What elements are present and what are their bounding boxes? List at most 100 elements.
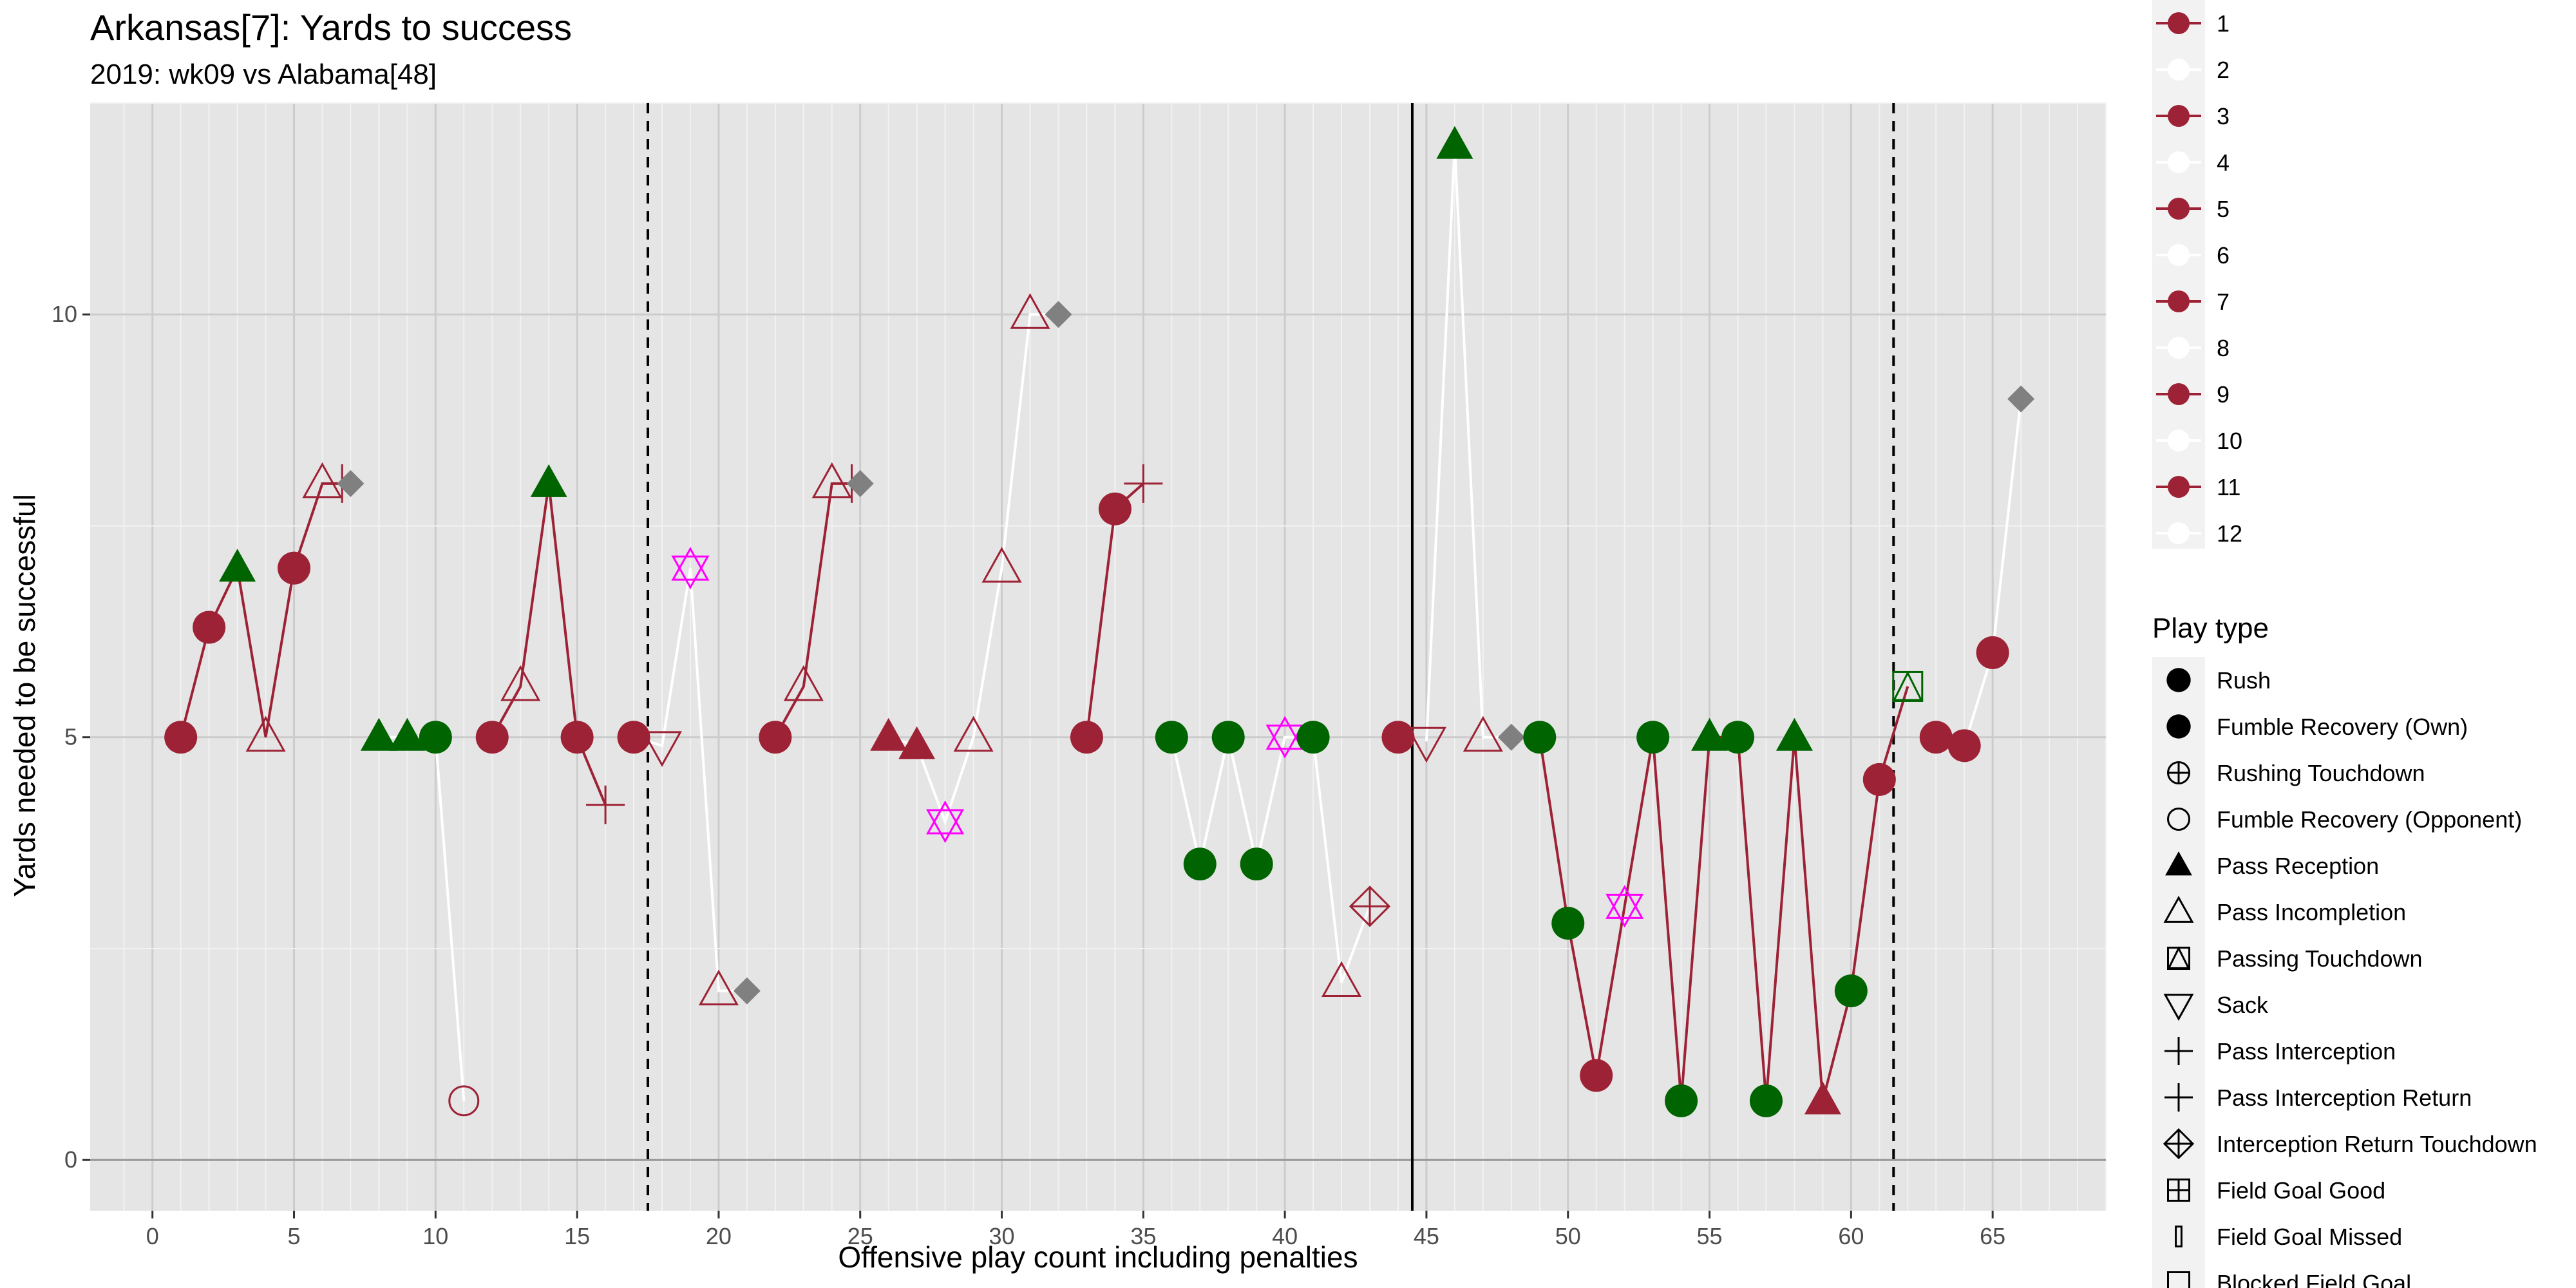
data-point-21-shape — [698, 969, 739, 1006]
play-legend-label: Pass Interception — [2217, 1038, 2396, 1065]
data-point-22 — [733, 977, 761, 1005]
play-legend-marker-triangle — [2167, 946, 2190, 969]
drive-legend-item-9: 9 — [2156, 381, 2230, 408]
x-tick-label: 15 — [564, 1223, 590, 1249]
data-point-20 — [671, 547, 710, 590]
data-point-3 — [219, 549, 256, 582]
data-point-38-shape — [1155, 721, 1188, 754]
x-tick-label: 65 — [1980, 1223, 2005, 1249]
data-point-31 — [953, 715, 994, 752]
play-legend-item: Rush — [2166, 667, 2271, 694]
y-tick-label: 5 — [64, 724, 77, 750]
data-point-38 — [1155, 721, 1188, 754]
play-legend-marker — [2164, 1083, 2193, 1112]
play-legend-marker-cross — [2168, 762, 2190, 784]
play-legend-marker-shape — [2166, 668, 2191, 692]
data-point-47 — [1406, 726, 1447, 763]
data-point-14-shape — [500, 665, 541, 701]
play-legend-marker — [2163, 994, 2194, 1021]
drive-legend-item-4: 4 — [2156, 149, 2230, 176]
data-point-41 — [1240, 848, 1273, 881]
data-point-60 — [1776, 717, 1813, 751]
data-point-52 — [1551, 907, 1585, 940]
grid-lines — [90, 102, 2107, 1211]
data-point-28 — [870, 717, 907, 751]
play-legend-marker — [2163, 1128, 2195, 1160]
drive-legend-keys-background — [2152, 0, 2205, 549]
data-point-8-shape — [337, 469, 365, 497]
data-point-62 — [1834, 974, 1868, 1008]
data-point-68-shape — [2007, 385, 2035, 413]
data-point-60-shape — [1776, 717, 1813, 751]
data-point-3-shape — [219, 549, 256, 582]
play-legend-marker — [2175, 1226, 2183, 1247]
data-point-59 — [1749, 1084, 1783, 1117]
data-point-55 — [1636, 721, 1670, 754]
plot-panel — [90, 103, 2106, 1211]
data-point-34-shape — [1045, 301, 1072, 328]
data-point-9-shape — [360, 717, 397, 751]
data-point-39 — [1183, 848, 1217, 881]
drive-line-8 — [1170, 735, 1371, 983]
data-point-44 — [1321, 961, 1362, 997]
data-point-15-shape — [530, 464, 567, 497]
play-legend-item: Fumble Recovery (Own) — [2166, 714, 2468, 740]
x-tick-label: 0 — [146, 1223, 159, 1249]
data-point-42-up — [1265, 715, 1304, 750]
data-point-62-shape — [1834, 974, 1868, 1008]
data-point-45-cross — [1350, 887, 1390, 926]
play-legend-marker — [2166, 668, 2191, 692]
data-point-30-down — [926, 809, 965, 844]
drive-legend-label: 6 — [2217, 242, 2230, 269]
drive-legend-dot — [2168, 244, 2190, 266]
drive-legend-dot — [2168, 105, 2190, 127]
data-point-56 — [1665, 1084, 1698, 1117]
data-point-25 — [811, 462, 852, 498]
play-legend-item: Pass Interception — [2164, 1037, 2396, 1065]
data-point-16-shape — [560, 721, 594, 754]
data-point-36-shape — [1098, 492, 1132, 526]
drive-legend-item-7: 7 — [2156, 289, 2230, 315]
data-point-46-shape — [1381, 721, 1415, 754]
data-point-54-down — [1605, 893, 1644, 928]
data-point-10 — [388, 717, 426, 751]
play-legend-label: Pass Incompletion — [2217, 899, 2406, 925]
data-point-27-shape — [846, 469, 874, 497]
data-point-4 — [245, 715, 286, 752]
data-point-52-shape — [1551, 907, 1585, 940]
data-point-44-shape — [1321, 961, 1362, 997]
drive-legend-item-1: 1 — [2156, 10, 2230, 37]
play-legend-marker-shape — [2166, 714, 2191, 739]
data-point-35-shape — [1070, 721, 1103, 754]
drive-legend-item-6: 6 — [2156, 242, 2230, 269]
drive-legend-item-11: 11 — [2156, 474, 2240, 500]
play-legend-marker-cross — [2164, 1130, 2193, 1158]
play-legend-label: Sack — [2217, 992, 2269, 1018]
play-legend-item: Blocked Field Goal — [2167, 1270, 2411, 1288]
data-point-16 — [560, 721, 594, 754]
x-tick-label: 30 — [989, 1223, 1015, 1249]
data-point-42-down — [1265, 724, 1304, 759]
data-point-27 — [846, 469, 874, 497]
play-legend-item: Field Goal Good — [2167, 1177, 2385, 1204]
data-point-68 — [2007, 385, 2035, 413]
data-point-21 — [698, 969, 739, 1006]
data-point-33-shape — [1010, 293, 1050, 329]
data-point-33 — [1010, 293, 1050, 329]
play-legend-label: Interception Return Touchdown — [2217, 1131, 2537, 1157]
drive-legend-dot — [2168, 12, 2190, 34]
data-point-25-shape — [811, 462, 852, 498]
drive-legend-dot — [2168, 383, 2190, 405]
play-legend-marker — [2167, 761, 2190, 784]
play-legend-marker — [2167, 808, 2190, 831]
data-point-64 — [1892, 670, 1924, 702]
data-point-4-shape — [245, 715, 286, 752]
play-legend-item: Sack — [2163, 992, 2269, 1021]
data-point-31-shape — [953, 715, 994, 752]
drive-legend-label: 9 — [2217, 381, 2230, 408]
play-legend-label: Rush — [2217, 667, 2271, 694]
data-point-55-shape — [1636, 721, 1670, 754]
play-legend-marker — [2167, 946, 2190, 970]
data-point-42 — [1265, 715, 1304, 759]
